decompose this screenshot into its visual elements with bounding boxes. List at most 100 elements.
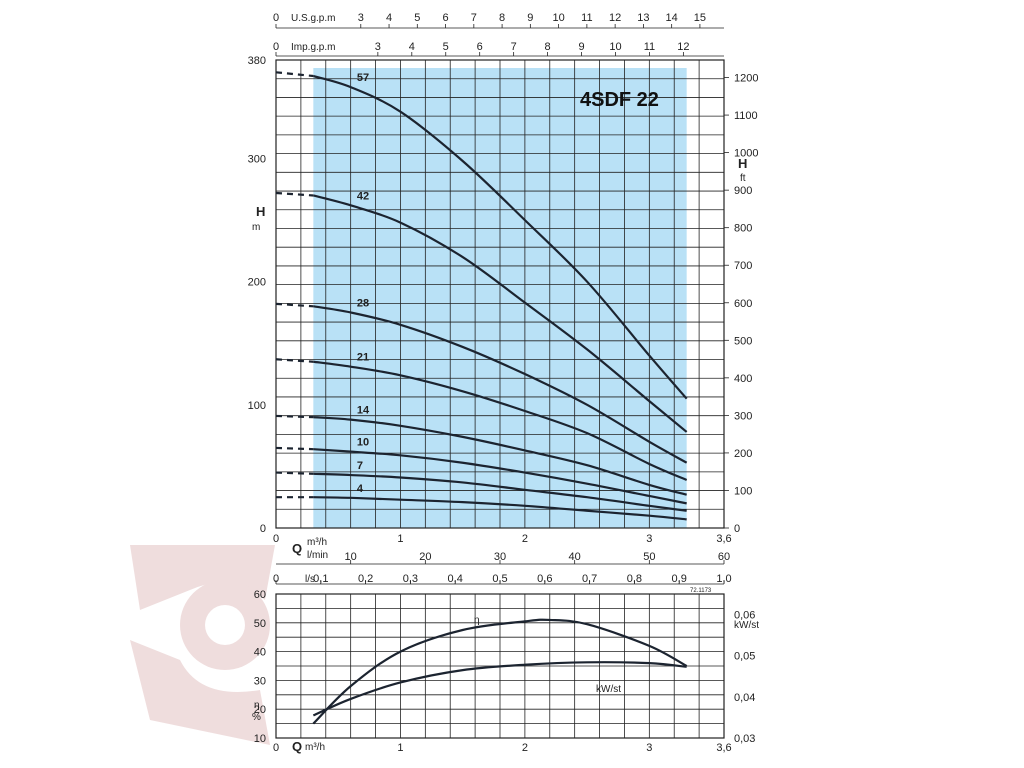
ls-tick: 0,1 (313, 573, 328, 585)
power-curve (312, 661, 687, 717)
usgpm-label: U.S.g.p.m (291, 13, 335, 24)
lmin-tick: 60 (718, 551, 730, 563)
head-curve-dashed-14 (275, 414, 314, 419)
head-grid (276, 60, 724, 528)
eta-tick: 60 (254, 589, 266, 601)
m3h-tick: 1 (397, 533, 403, 545)
stage-label-4: 4 (357, 483, 364, 495)
head-curve-dashed-10 (275, 446, 314, 451)
ls-tick: 0 (273, 573, 279, 585)
usgpm-tick: 6 (443, 12, 449, 24)
usgpm-tick: 0 (273, 12, 279, 24)
ls-tick: 0,8 (627, 573, 642, 585)
efficiency-curve-label: η (474, 615, 480, 626)
right-axis-label: H (738, 156, 747, 171)
impgpm-tick: 10 (609, 41, 621, 53)
right-tick: 700 (734, 260, 752, 272)
kw-tick: 0,06 (734, 610, 755, 622)
right-tick: 200 (734, 448, 752, 460)
head-curve-10 (313, 448, 687, 505)
usgpm-tick: 15 (694, 12, 706, 24)
bottom-m3h-tick: 0 (273, 742, 279, 754)
ls-tick: 0,2 (358, 573, 373, 585)
impgpm-tick: 7 (511, 41, 517, 53)
watermark-logo (130, 545, 275, 745)
usgpm-tick: 7 (471, 12, 477, 24)
lmin-tick: 10 (345, 551, 357, 563)
m3h-tick: 0 (273, 533, 279, 545)
efficiency-curves: η kW/st (312, 615, 688, 725)
stage-label-28: 28 (357, 297, 369, 309)
head-curve-57 (313, 74, 688, 400)
power-curve-label: kW/st (596, 684, 621, 695)
right-tick: 1100 (734, 110, 758, 122)
right-tick: 400 (734, 373, 752, 385)
right-tick: 0 (734, 523, 740, 535)
lmin-label: l/min (307, 550, 328, 561)
left-axis-unit: m (252, 222, 260, 233)
bottom-m3h-tick: 2 (522, 742, 528, 754)
head-axis-ticks: 0100200300380Hm0100200300400500600700800… (248, 12, 759, 585)
eta-tick: 50 (254, 618, 266, 630)
bottom-m3h-label: m³/h (305, 742, 325, 753)
impgpm-tick: 0 (273, 41, 279, 53)
stage-label-42: 42 (357, 190, 369, 202)
head-curve-dashed-57 (275, 71, 314, 78)
head-curve-dashed-7 (275, 471, 314, 475)
right-tick: 300 (734, 410, 752, 422)
right-tick: 1200 (734, 73, 758, 85)
usgpm-tick: 13 (637, 12, 649, 24)
usgpm-tick: 9 (527, 12, 533, 24)
impgpm-tick: 8 (545, 41, 551, 53)
stage-label-14: 14 (357, 405, 370, 417)
impgpm-tick: 11 (644, 41, 655, 53)
impgpm-tick: 3 (375, 41, 381, 53)
stage-label-57: 57 (357, 72, 369, 84)
lmin-tick: 30 (494, 551, 506, 563)
bottom-m3h-tick: 3 (646, 742, 652, 754)
chart-code: 72.1173 (690, 588, 712, 594)
left-axis-label: H (256, 204, 265, 219)
stage-label-7: 7 (357, 460, 363, 472)
ls-tick: 0,5 (492, 573, 507, 585)
efficiency-grid (276, 594, 724, 738)
bottom-q-label: Q (292, 739, 302, 754)
stage-label-10: 10 (357, 437, 369, 449)
m3h-tick: 2 (522, 533, 528, 545)
efficiency-curve (312, 618, 688, 725)
left-tick: 200 (248, 277, 266, 289)
q-label: Q (292, 541, 302, 556)
head-curve-4 (313, 496, 687, 521)
ls-label: l/s (305, 574, 315, 585)
kw-tick: 0,05 (734, 651, 755, 663)
right-tick: 800 (734, 223, 752, 235)
lmin-tick: 50 (643, 551, 655, 563)
usgpm-tick: 12 (609, 12, 621, 24)
head-curve-7 (313, 472, 687, 512)
eta-axis-label: η (254, 700, 260, 711)
left-tick: 380 (248, 55, 266, 67)
eta-tick: 20 (254, 704, 266, 716)
stage-label-21: 21 (357, 352, 369, 364)
efficiency-plot-frame (275, 593, 725, 739)
eta-tick: 30 (254, 675, 266, 687)
eta-tick: 40 (254, 647, 266, 659)
ls-tick: 0,7 (582, 573, 597, 585)
right-axis-unit: ft (740, 173, 746, 184)
usgpm-tick: 3 (358, 12, 364, 24)
head-curve-dashed-42 (275, 191, 314, 197)
impgpm-tick: 6 (477, 41, 483, 53)
usgpm-tick: 8 (499, 12, 505, 24)
m3h-label: m³/h (307, 537, 327, 548)
ls-tick: 1,0 (716, 573, 731, 585)
head-curve-42 (313, 194, 688, 433)
impgpm-tick: 9 (578, 41, 584, 53)
head-curves: 57 42 28 21 14 10 7 4 (275, 71, 688, 521)
head-curve-14 (313, 416, 687, 496)
head-curve-28 (313, 305, 688, 464)
kw-tick: 0,03 (734, 733, 755, 745)
chart-title: 4SDF 22 (580, 89, 659, 111)
head-curve-dashed-28 (275, 302, 314, 308)
ls-tick: 0,3 (403, 573, 418, 585)
